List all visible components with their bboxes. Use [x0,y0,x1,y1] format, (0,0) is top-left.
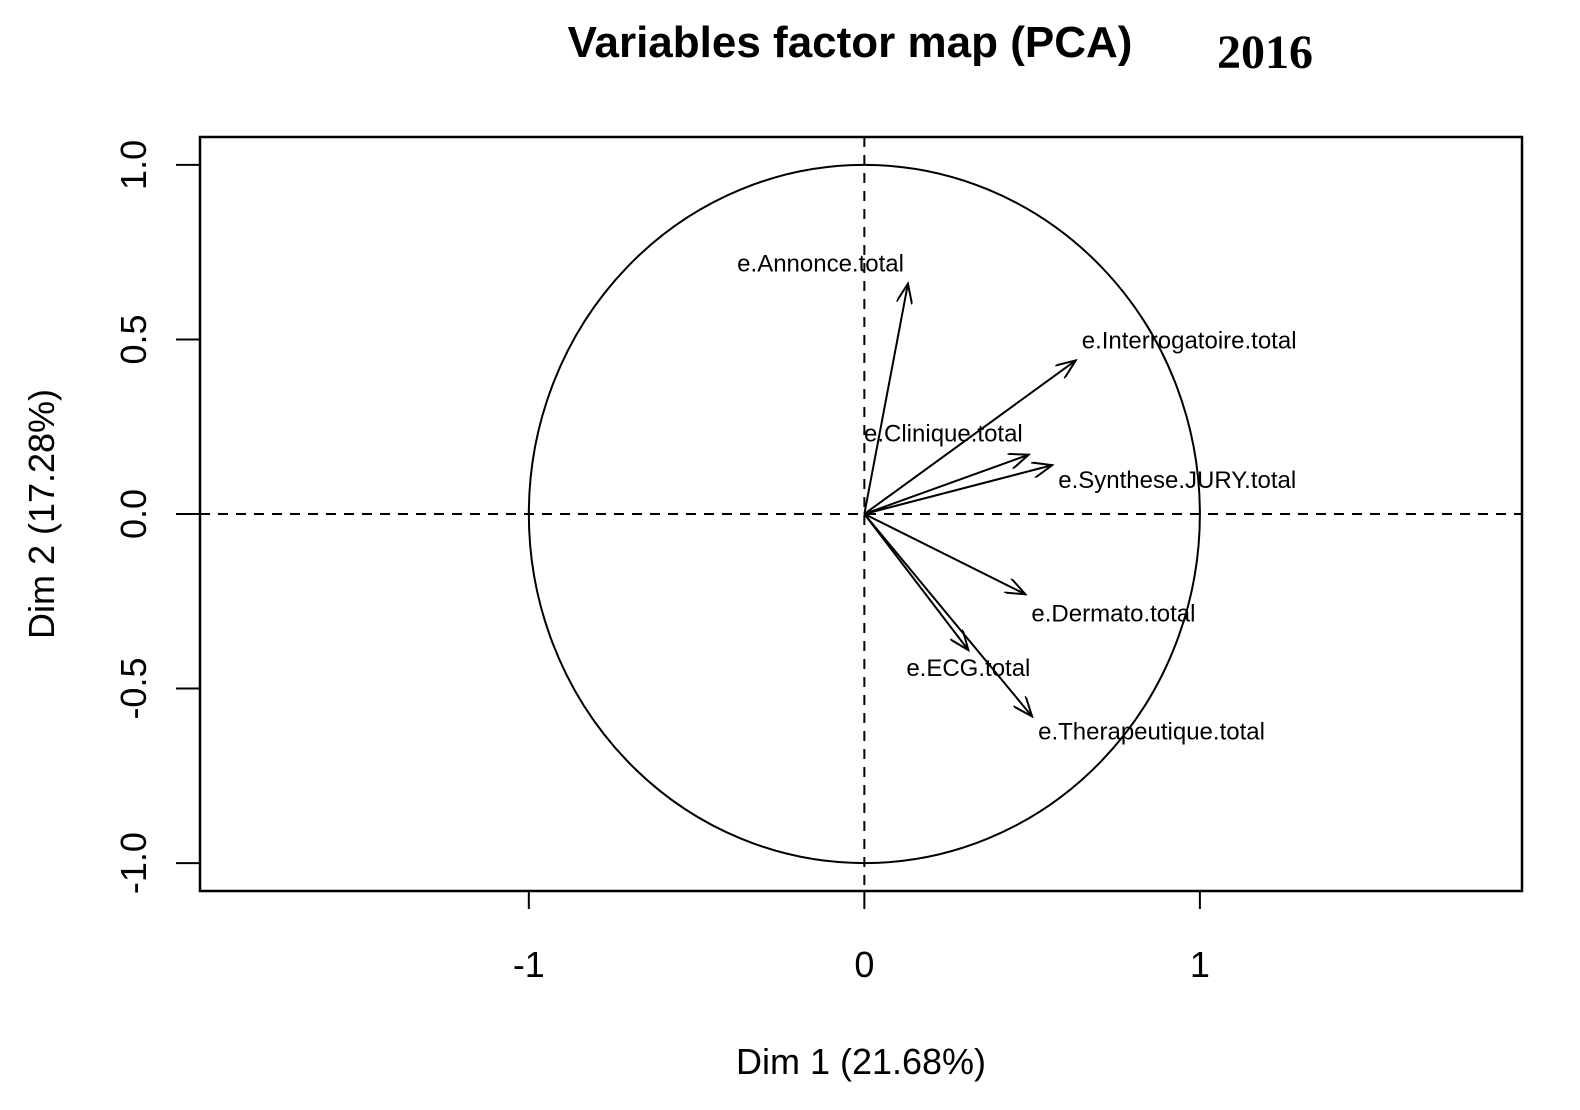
y-tick-label: -0.5 [113,658,154,720]
x-axis-label: Dim 1 (21.68%) [736,1041,986,1082]
label-e-interrogatoire-total: e.Interrogatoire.total [1082,327,1297,354]
y-tick-label: 0.5 [113,314,154,364]
label-e-dermato-total: e.Dermato.total [1031,600,1195,627]
y-axis-label: Dim 2 (17.28%) [21,389,62,639]
year-annotation: 2016 [1217,26,1313,79]
label-e-therapeutique-total: e.Therapeutique.total [1038,718,1265,745]
label-e-ecg-total: e.ECG.total [906,655,1030,682]
y-tick-label: -1.0 [113,832,154,894]
x-tick-label: 0 [854,944,874,985]
plot-area: e.Annonce.total e.Interrogatoire.total e.C… [200,137,1522,891]
arrow-e-clinique-total [864,455,1028,515]
y-tick-label: 0.0 [113,489,154,539]
label-e-clinique-total: e.Clinique.total [864,421,1023,448]
arrow-e-dermato-total [863,513,1025,594]
arrow-e-synthese-jury-total [864,465,1052,515]
x-tick-label: -1 [513,944,545,985]
label-e-annonce-total: e.Annonce.total [737,251,904,278]
label-e-synthese-jury-total: e.Synthese.JURY.total [1058,467,1296,494]
x-tick-label: 1 [1190,944,1210,985]
arrow-e-therapeutique-total [863,513,1032,716]
arrow-e-interrogatoire-total [863,360,1075,515]
axes: -1 0 1 -1.0 -0.5 0.0 0.5 1.0 [113,140,1210,985]
arrow-e-ecg-total [863,513,968,650]
y-tick-label: 1.0 [113,140,154,190]
arrow-e-annonce-total [863,284,908,515]
chart-title: Variables factor map (PCA) [568,18,1133,67]
